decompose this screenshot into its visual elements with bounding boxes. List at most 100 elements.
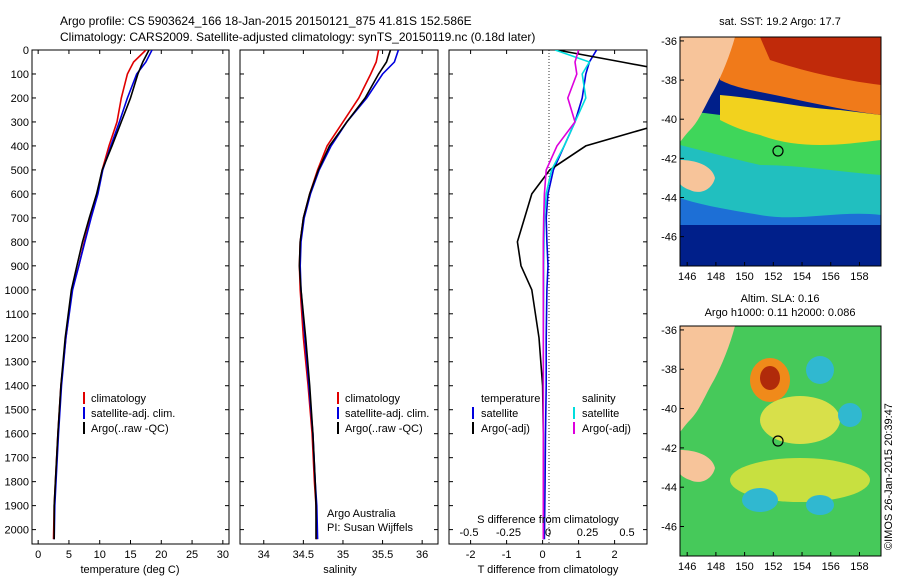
salinity-legend: climatology satellite-adj. clim. Argo(..… xyxy=(337,392,429,435)
temperature-lines xyxy=(52,50,153,540)
series-line xyxy=(53,50,150,540)
difference-xlabel2: S difference from climatology xyxy=(477,514,619,526)
y-tick-label: 800 xyxy=(11,237,29,249)
temperature-panel: 0100200300400500600700800900100011001200… xyxy=(5,45,230,576)
y-tick-label: 100 xyxy=(11,69,29,81)
sst-land-mainland xyxy=(680,37,735,142)
map-x-tick-label: 158 xyxy=(850,561,868,573)
legend-label-satellite: satellite-adj. clim. xyxy=(345,408,429,420)
salinity-ticks: 34 34.5 35 35.5 36 xyxy=(240,49,438,561)
sst-map: sat. SST: 19.2 Argo: 17.7 146 148 150 152 15… xyxy=(661,16,882,283)
y-tick-label: 1000 xyxy=(5,285,29,297)
legend-label-climatology: climatology xyxy=(91,393,147,405)
header-line2: Climatology: CARS2009. Satellite-adjuste… xyxy=(60,30,535,44)
map-y-tick-label: -40 xyxy=(661,114,677,126)
map-x-tick-label: 152 xyxy=(764,561,782,573)
x-tick-label: 1 xyxy=(576,549,582,561)
sst-map-image xyxy=(680,37,881,266)
difference-lines xyxy=(516,50,647,540)
sla-blob-cyan2 xyxy=(838,403,862,427)
x-tick-label: 15 xyxy=(124,549,136,561)
legend-title-temperature: temperature xyxy=(481,393,540,405)
x-tick-label: 0 xyxy=(35,549,41,561)
difference-legend: temperature satellite Argo(-adj) salinit… xyxy=(472,393,631,435)
y-tick-label: 600 xyxy=(11,189,29,201)
sst-argo-marker xyxy=(772,145,784,157)
series-line xyxy=(542,50,591,540)
y-tick-label: 2000 xyxy=(5,525,29,537)
map-x-tick-label: 146 xyxy=(678,271,696,283)
legend-label-s-satellite: satellite xyxy=(582,408,619,420)
difference-xlabel: T difference from climatology xyxy=(478,564,619,576)
x-tick-label: 34 xyxy=(258,549,270,561)
x-tick-label: 34.5 xyxy=(293,549,314,561)
x-tick-label: 2 xyxy=(612,549,618,561)
temperature-xlabel: temperature (deg C) xyxy=(80,564,179,576)
map-y-tick-label: -46 xyxy=(661,522,677,534)
map-y-tick-label: -44 xyxy=(661,192,677,204)
x2-tick-label: 0 xyxy=(545,527,551,539)
map-y-tick-label: -46 xyxy=(661,232,677,244)
x-tick-label: 20 xyxy=(155,549,167,561)
sla-map-subtitle: Argo h1000: 0.11 h2000: 0.086 xyxy=(705,307,856,319)
sla-map: Altim. SLA: 0.16 Argo h1000: 0.11 h2000:… xyxy=(661,293,882,573)
x-tick-label: 10 xyxy=(94,549,106,561)
y-tick-label: 1100 xyxy=(5,309,29,321)
sla-blob-cyan xyxy=(806,356,834,384)
sst-hot-band xyxy=(760,37,881,85)
sst-map-box xyxy=(679,36,882,267)
sla-blob-cyan4 xyxy=(806,495,834,515)
y-tick-label: 1900 xyxy=(5,501,29,513)
temperature-axes-box xyxy=(31,49,230,545)
legend-label-satellite: satellite-adj. clim. xyxy=(91,408,175,420)
map-y-tick-label: -38 xyxy=(661,75,677,87)
x2-tick-label: 0.25 xyxy=(577,527,598,539)
y-tick-label: 1400 xyxy=(5,381,29,393)
y-tick-label: 300 xyxy=(11,117,29,129)
map-y-tick-label: -36 xyxy=(661,36,677,48)
sla-blob-red xyxy=(760,366,780,390)
sla-map-box xyxy=(679,325,882,557)
map-x-tick-label: 154 xyxy=(793,561,811,573)
map-x-tick-label: 156 xyxy=(822,271,840,283)
legend-label-climatology: climatology xyxy=(345,393,401,405)
sst-yellow-band xyxy=(720,95,881,145)
credit: ©IMOS 26-Jan-2015 20:39:47 xyxy=(883,403,895,550)
map-x-tick-label: 154 xyxy=(793,271,811,283)
y-tick-label: 1500 xyxy=(5,405,29,417)
legend-label-argo: Argo(..raw -QC) xyxy=(345,423,423,435)
sla-blob-cyan3 xyxy=(742,488,778,512)
difference-ticks: -2 -1 0 1 2 -0.5 -0.25 0 0.25 0.5 xyxy=(449,49,647,561)
temperature-legend: climatology satellite-adj. clim. Argo(..… xyxy=(83,392,175,435)
y-tick-label: 1300 xyxy=(5,357,29,369)
salinity-xlabel: salinity xyxy=(323,564,357,576)
map-x-tick-label: 150 xyxy=(735,271,753,283)
x-tick-label: 30 xyxy=(217,549,229,561)
annotation-argo-australia: Argo Australia xyxy=(327,508,396,520)
x-tick-label: 0 xyxy=(540,549,546,561)
sla-map-image xyxy=(680,326,881,556)
map-y-tick-label: -36 xyxy=(661,325,677,337)
sst-map-ticks: 146 148 150 152 154 156 158 -36 -38 -40 -42 -44 -46 xyxy=(661,36,869,283)
series-line xyxy=(542,50,580,540)
map-y-tick-label: -38 xyxy=(661,364,677,376)
map-y-tick-label: -42 xyxy=(661,443,677,455)
x-tick-label: 35.5 xyxy=(372,549,393,561)
y-tick-label: 1200 xyxy=(5,333,29,345)
y-tick-label: 900 xyxy=(11,261,29,273)
map-x-tick-label: 146 xyxy=(678,561,696,573)
map-x-tick-label: 152 xyxy=(764,271,782,283)
x2-tick-label: -0.25 xyxy=(496,527,521,539)
salinity-lines xyxy=(298,50,400,540)
series-line xyxy=(298,50,392,540)
temperature-ticks: 0100200300400500600700800900100011001200… xyxy=(5,45,229,561)
salinity-axes-box xyxy=(239,49,439,545)
x2-tick-label: 0.5 xyxy=(619,527,634,539)
map-x-tick-label: 156 xyxy=(822,561,840,573)
x-tick-label: -1 xyxy=(502,549,512,561)
legend-label-s-argo: Argo(-adj) xyxy=(582,423,631,435)
legend-label-argo: Argo(..raw -QC) xyxy=(91,423,169,435)
legend-label-t-argo: Argo(-adj) xyxy=(481,423,530,435)
sla-map-ticks: 146 148 150 152 154 156 158 -36 -38 -40 -42 -44 -46 xyxy=(661,325,869,573)
